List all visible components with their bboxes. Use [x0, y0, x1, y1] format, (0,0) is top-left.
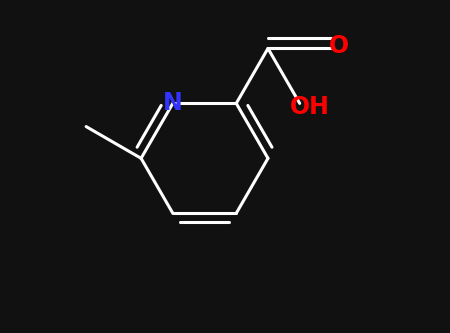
Text: N: N [163, 91, 183, 115]
Text: O: O [328, 34, 349, 58]
Text: OH: OH [290, 96, 330, 120]
